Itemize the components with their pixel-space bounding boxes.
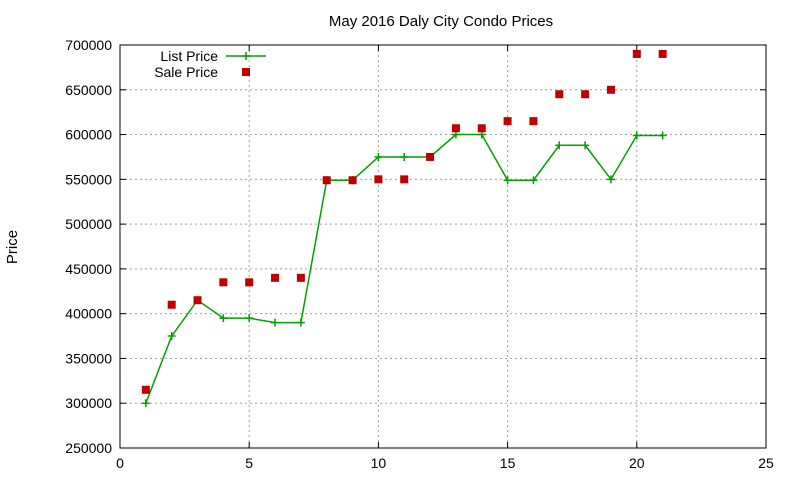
data-point: [606, 175, 615, 184]
data-point: [296, 318, 305, 327]
grid-lines: [120, 45, 766, 448]
data-point: [632, 131, 641, 140]
legend-marker: [242, 52, 250, 60]
data-point: [503, 117, 512, 126]
data-point: [219, 314, 228, 323]
x-tick-label: 0: [116, 455, 124, 471]
data-point: [555, 90, 564, 99]
data-point: [400, 152, 409, 161]
series-layer: [141, 49, 667, 408]
data-point: [632, 49, 641, 58]
data-point: [555, 141, 564, 150]
x-tick-label: 20: [629, 455, 645, 471]
data-point: [581, 90, 590, 99]
y-tick-label: 300000: [65, 395, 112, 411]
legend-label: Sale Price: [154, 64, 218, 80]
legend-label: List Price: [160, 48, 218, 64]
chart-title: May 2016 Daly City Condo Prices: [329, 13, 553, 30]
data-point: [529, 117, 538, 126]
data-point: [374, 152, 383, 161]
x-tick-label: 5: [245, 455, 253, 471]
x-tick-label: 10: [371, 455, 387, 471]
data-point: [141, 399, 150, 408]
y-tick-label: 650000: [65, 82, 112, 98]
series-sale-price: [141, 49, 667, 394]
data-point: [271, 318, 280, 327]
y-tick-label: 550000: [65, 171, 112, 187]
data-point: [296, 273, 305, 282]
data-point: [374, 175, 383, 184]
y-tick-label: 350000: [65, 350, 112, 366]
data-point: [503, 176, 512, 185]
x-tick-label: 25: [758, 455, 774, 471]
data-point: [193, 296, 202, 305]
axis-ticks: 0 5 10 15 20 25 250000 300000 350000 400000 450000…: [65, 37, 774, 471]
data-point: [658, 49, 667, 58]
y-tick-label: 450000: [65, 261, 112, 277]
data-point: [271, 273, 280, 282]
data-point: [322, 176, 331, 185]
x-tick-label: 15: [500, 455, 516, 471]
y-tick-label: 700000: [65, 37, 112, 53]
data-point: [141, 385, 150, 394]
data-point: [581, 141, 590, 150]
data-point: [606, 85, 615, 94]
data-point: [426, 152, 435, 161]
data-point: [245, 278, 254, 287]
data-point: [529, 176, 538, 185]
plot-frame: [119, 44, 767, 449]
data-point: [348, 176, 357, 185]
data-point: [167, 332, 176, 341]
data-point: [400, 175, 409, 184]
legend-marker: [242, 68, 250, 76]
y-tick-label: 400000: [65, 306, 112, 322]
data-point: [167, 300, 176, 309]
y-tick-label: 250000: [65, 440, 112, 456]
data-point: [658, 131, 667, 140]
data-point: [477, 124, 486, 133]
data-point: [219, 278, 228, 287]
data-point: [451, 124, 460, 133]
data-point: [245, 314, 254, 323]
y-tick-label: 500000: [65, 216, 112, 232]
y-tick-label: 600000: [65, 127, 112, 143]
y-axis-label: Price: [4, 230, 21, 264]
